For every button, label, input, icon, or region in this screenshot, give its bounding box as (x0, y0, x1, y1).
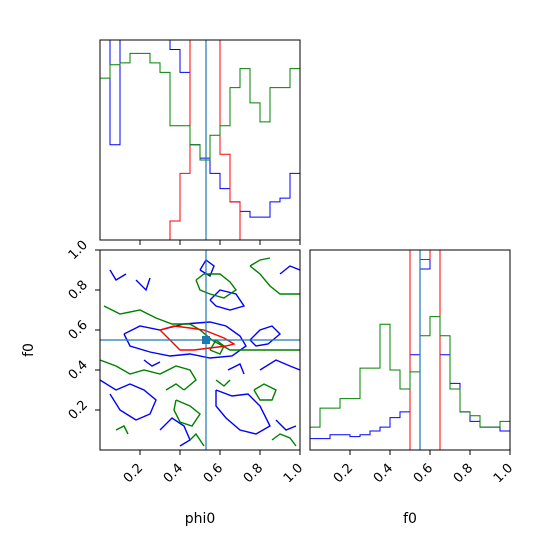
contour-blue (227, 363, 245, 375)
contour-green (215, 379, 231, 387)
contour-blue (275, 419, 297, 431)
contour-red (159, 325, 236, 351)
f0-hist-green-series (309, 316, 511, 450)
contour-green (100, 359, 197, 391)
contour-green (115, 425, 129, 435)
contour-green (249, 265, 300, 295)
phi0-hist-blue-series (99, 39, 301, 240)
x-axis-label-phi0: phi0 (185, 511, 216, 527)
contour-green (253, 383, 277, 401)
contour-blue (143, 359, 161, 367)
contour-blue (109, 269, 127, 281)
contour-green (249, 257, 271, 267)
f0-ytick-label: 0.2 (66, 398, 91, 423)
contour-blue (135, 277, 151, 292)
contour-lines-group (100, 257, 300, 447)
contour-blue (159, 417, 191, 447)
f0-ytick-label: 1.0 (66, 238, 91, 263)
contour-blue (100, 379, 157, 421)
contour-blue (259, 359, 300, 371)
phi0-hist-frame (99, 39, 301, 241)
f0-hist-frame (309, 249, 511, 451)
f0-xtick-label: 0.8 (451, 461, 476, 486)
phi0-f0-contour-panel: 0.2 0.4 0.6 0.8 1.0 0.2 0.4 0.6 0.8 1.0 (66, 238, 306, 486)
f0-xtick-label: 0.4 (371, 461, 396, 486)
contour-green (173, 399, 201, 427)
f0-histogram-panel: 0.2 0.4 0.6 0.8 1.0 (309, 249, 516, 486)
f0-xtick-label: 0.6 (411, 461, 436, 486)
phi0-xtick-label: 0.2 (121, 461, 146, 486)
contour-green (195, 273, 238, 299)
phi0-xtick-label: 1.0 (281, 461, 306, 486)
f0-ytick-label: 0.6 (66, 318, 91, 343)
contour-blue (209, 289, 246, 311)
x-axis-label-f0: f0 (403, 511, 417, 527)
contour-green (271, 433, 297, 447)
f0-xtick-label: 1.0 (491, 461, 516, 486)
contour-green (189, 432, 205, 447)
contour-frame (99, 249, 301, 451)
f0-xtick-label: 0.2 (331, 461, 356, 486)
contour-green (165, 383, 185, 391)
y-axis-label-f0: f0 (21, 343, 37, 357)
phi0-xtick-label: 0.8 (241, 461, 266, 486)
truth-marker (202, 336, 210, 344)
contour-blue (215, 389, 271, 435)
contour-blue (279, 265, 300, 275)
phi0-histogram-panel (99, 39, 301, 245)
f0-ytick-label: 0.8 (66, 278, 91, 303)
phi0-hist-green-series (99, 52, 301, 240)
f0-ytick-label: 0.4 (66, 358, 91, 383)
phi0-xtick-label: 0.4 (161, 461, 186, 486)
contour-blue (249, 325, 282, 347)
phi0-xtick-label: 0.6 (201, 461, 226, 486)
contour-green (103, 305, 300, 351)
